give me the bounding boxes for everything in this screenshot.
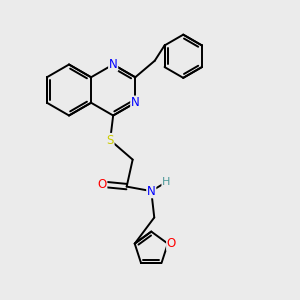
Text: N: N [109,58,118,71]
Text: O: O [167,237,176,250]
Text: O: O [98,178,107,191]
Text: H: H [162,177,170,187]
Text: S: S [106,134,114,147]
Text: N: N [147,184,156,198]
Text: N: N [131,96,140,109]
